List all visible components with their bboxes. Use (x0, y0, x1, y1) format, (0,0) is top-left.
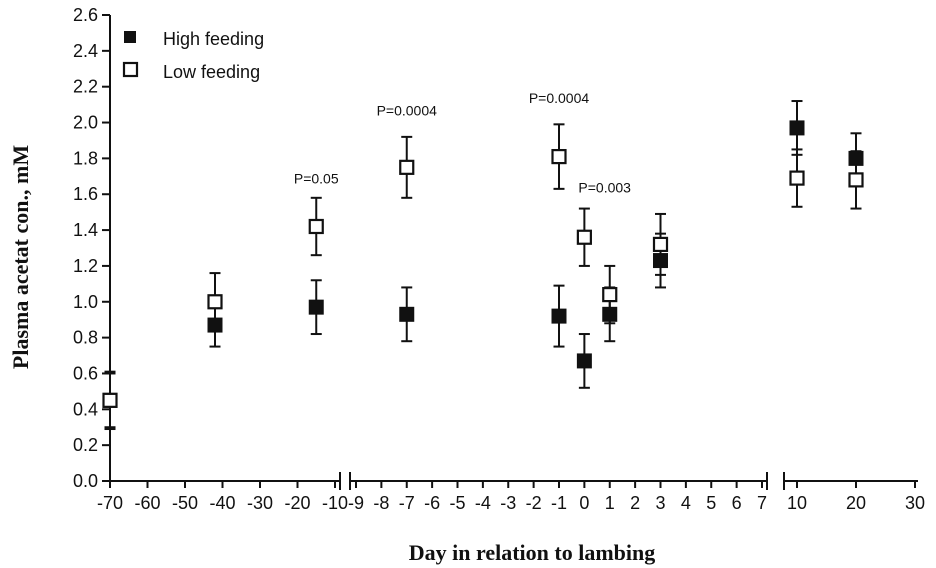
p-value-label: P=0.05 (294, 170, 339, 186)
x-tick-label: 10 (787, 493, 807, 513)
legend-marker-low-feeding (122, 61, 139, 78)
y-tick-label: 1.0 (73, 292, 98, 312)
x-tick-label: 30 (905, 493, 925, 513)
y-tick-label: 2.0 (73, 113, 98, 133)
y-tick-label: 0.6 (73, 363, 98, 383)
y-tick-label: 0.0 (73, 471, 98, 491)
y-tick-label: 1.2 (73, 256, 98, 276)
x-tick-label: 20 (846, 493, 866, 513)
x-tick-labels: -70 -60 -50 -40 -30 -20 -10 -9 -8 -7 -6 -5 -4 -3 -2 -1 0… (97, 481, 925, 513)
x-tick-label: 4 (681, 493, 691, 513)
y-tick-label: 2.4 (73, 41, 98, 61)
high-feeding-point (399, 306, 415, 322)
high-feeding-point (576, 353, 592, 369)
x-tick-label: -1 (551, 493, 567, 513)
legend-label-low-feeding: Low feeding (163, 62, 260, 82)
low-feeding-point (576, 229, 592, 245)
x-tick-label: 5 (706, 493, 716, 513)
p-value-label: P=0.0004 (529, 90, 590, 106)
x-tick-label: -8 (373, 493, 389, 513)
y-tick-label: 0.2 (73, 435, 98, 455)
p-value-annotations: P=0.05 P=0.0004 P=0.0004 P=0.003 (294, 90, 631, 196)
x-tick-label: 3 (655, 493, 665, 513)
error-bars (104, 100, 862, 431)
x-tick-label: -6 (424, 493, 440, 513)
y-tick-label: 1.8 (73, 148, 98, 168)
x-tick-label: -9 (348, 493, 364, 513)
x-tick-label: -50 (172, 493, 198, 513)
x-tick-label: 2 (630, 493, 640, 513)
y-tick-label: 1.4 (73, 220, 98, 240)
y-tick-label: 1.6 (73, 184, 98, 204)
x-tick-label: 6 (732, 493, 742, 513)
p-value-label: P=0.0004 (377, 102, 438, 118)
low-feeding-point (551, 148, 567, 165)
high-feeding-point (308, 299, 324, 315)
x-tick-label: -60 (134, 493, 160, 513)
high-feeding-point (602, 306, 618, 322)
low-feeding-point (308, 218, 324, 235)
high-feeding-point (789, 120, 805, 136)
legend-marker-high-feeding (124, 31, 136, 43)
x-tick-label: 1 (605, 493, 615, 513)
x-tick-label: -4 (475, 493, 491, 513)
x-tick-label: -7 (399, 493, 415, 513)
high-feeding-point (848, 150, 864, 166)
high-feeding-point (207, 317, 223, 333)
y-axis-title: Plasma acetat con., mM (8, 145, 33, 369)
y-tick-label: 0.8 (73, 328, 98, 348)
p-value-label: P=0.003 (578, 179, 631, 195)
x-tick-label: -2 (526, 493, 542, 513)
x-tick-label: -5 (449, 493, 465, 513)
y-tick-label: 2.2 (73, 77, 98, 97)
x-tick-label: -70 (97, 493, 123, 513)
x-tick-label: 7 (757, 493, 767, 513)
low-feeding-point (652, 236, 669, 253)
low-feeding-point (848, 172, 864, 188)
low-feeding-point (399, 159, 415, 175)
low-feeding-point (102, 392, 118, 408)
y-tick-label: 0.4 (73, 399, 98, 419)
x-tick-label: -3 (500, 493, 516, 513)
x-tick-label: -20 (284, 493, 310, 513)
legend-label-high-feeding: High feeding (163, 29, 264, 49)
x-axis-title: Day in relation to lambing (409, 540, 656, 565)
x-tick-label: -40 (209, 493, 235, 513)
low-feeding-point (207, 294, 223, 310)
data-markers (102, 120, 864, 408)
legend: High feeding Low feeding (122, 29, 264, 82)
low-feeding-point (602, 287, 618, 303)
axes (109, 15, 918, 490)
y-tick-label: 2.6 (73, 5, 98, 25)
x-tick-label: -30 (247, 493, 273, 513)
x-tick-label: -10 (322, 493, 348, 513)
high-feeding-point (551, 308, 567, 324)
x-tick-label: 0 (579, 493, 589, 513)
high-feeding-point (653, 253, 668, 269)
y-tick-labels: 0.0 0.2 0.4 0.6 0.8 1.0 1.2 1.4 1.6 1.8 2.0 2.2 2.4 2… (73, 5, 110, 491)
low-feeding-point (789, 170, 805, 186)
